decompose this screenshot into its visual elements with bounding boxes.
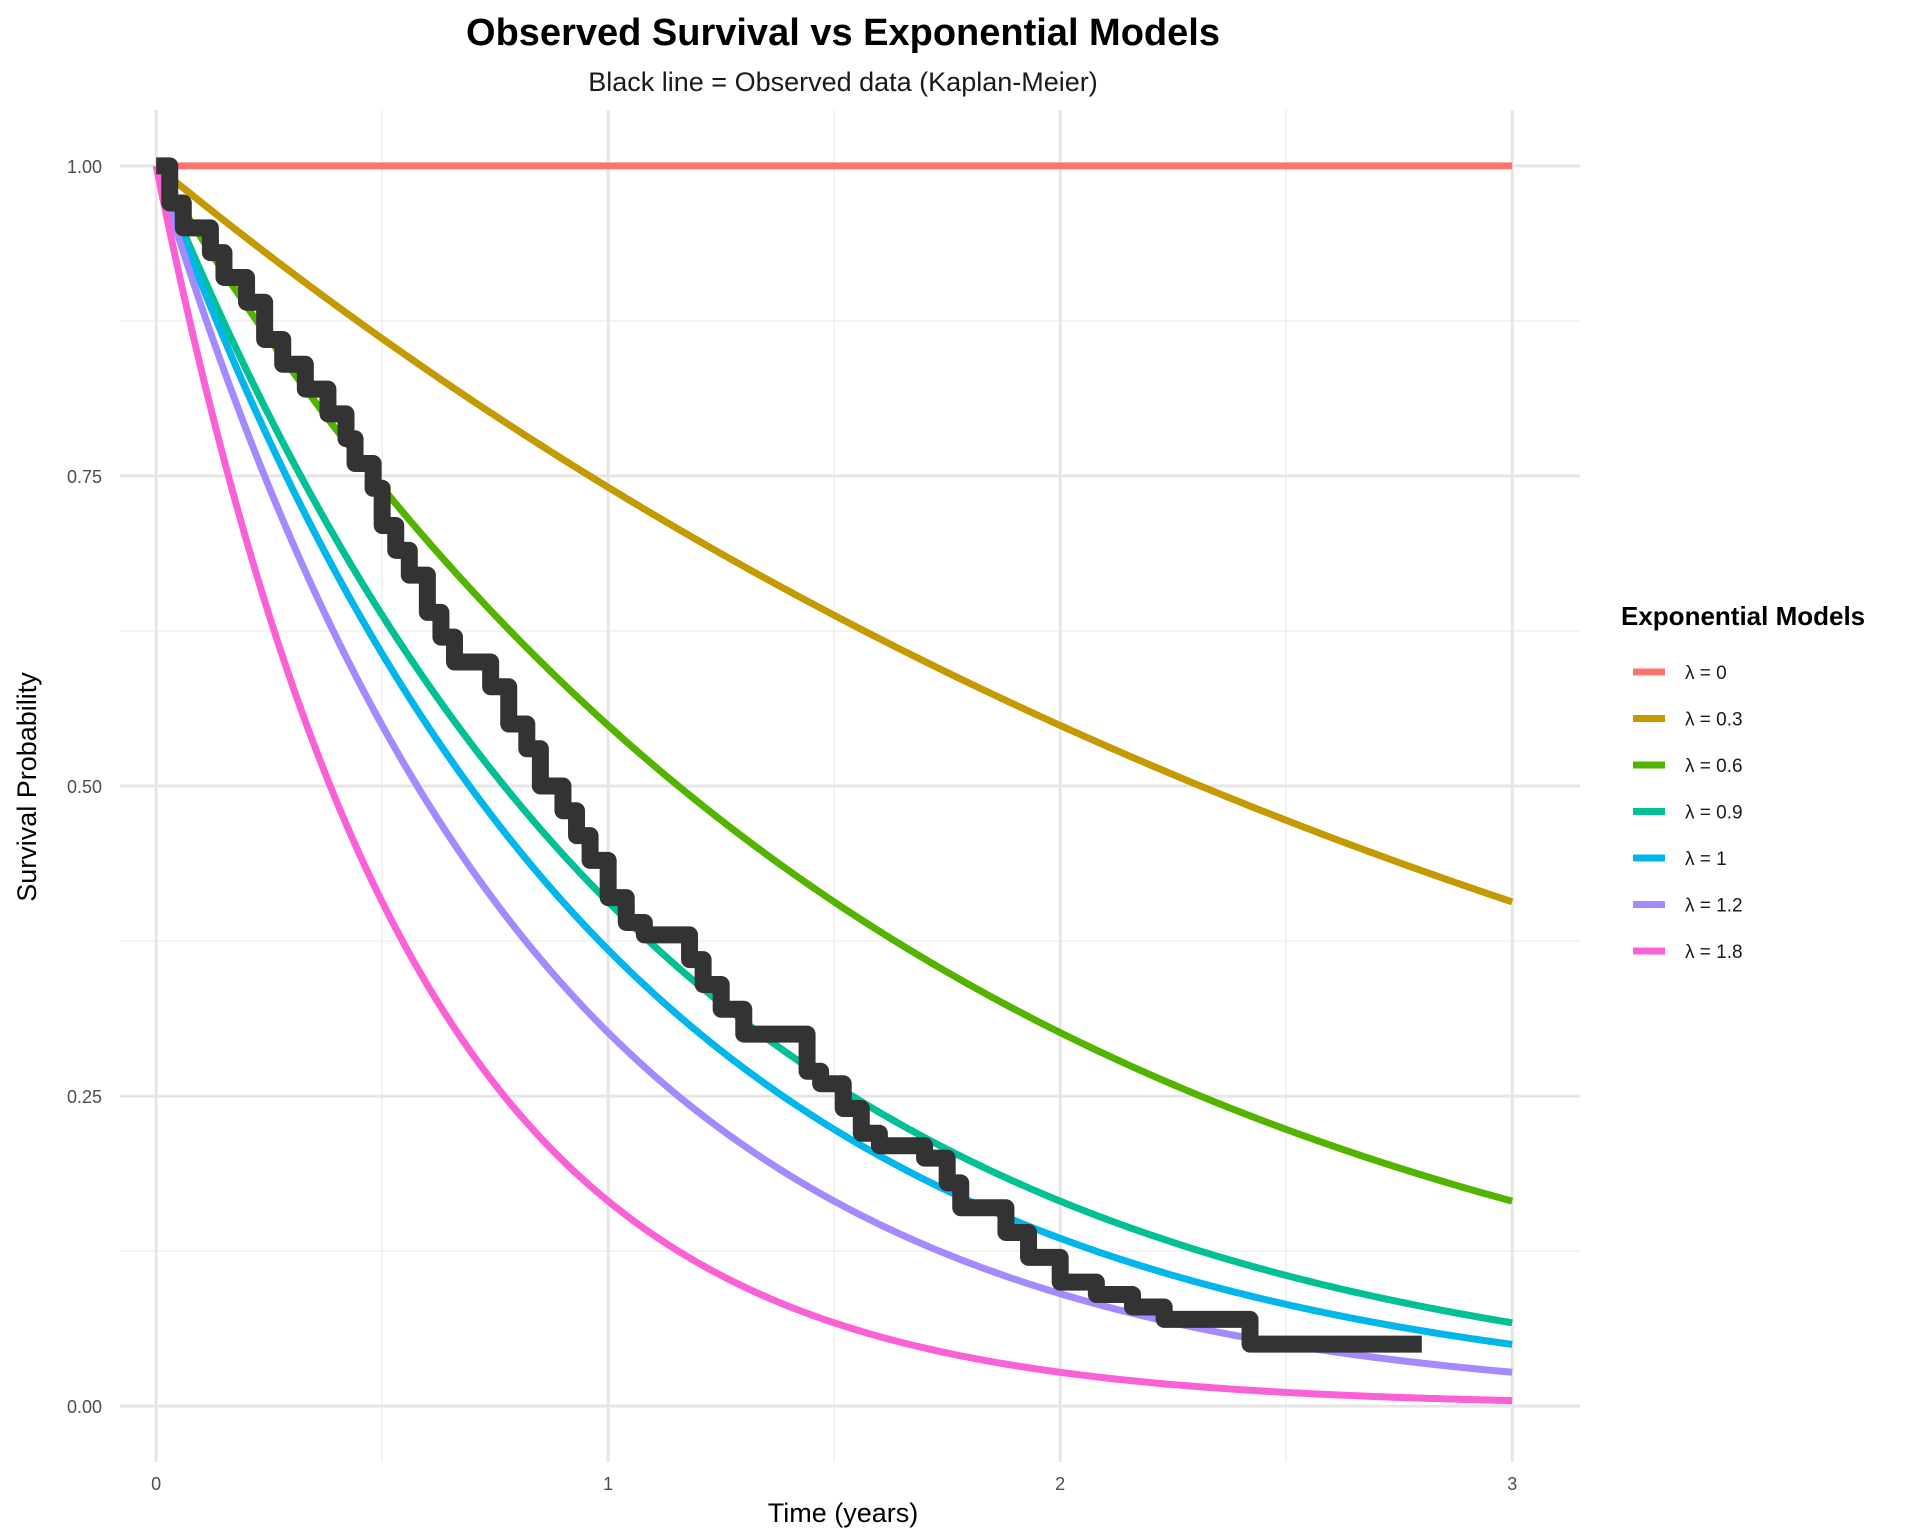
- chart-subtitle: Black line = Observed data (Kaplan-Meier…: [588, 67, 1098, 97]
- y-tick-label: 0.75: [67, 467, 102, 487]
- y-axis-title: Survival Probability: [12, 672, 42, 902]
- observed-km-line: [156, 157, 1422, 1353]
- y-tick-label: 0.25: [67, 1087, 102, 1107]
- series-line: [152, 164, 1513, 1348]
- series-line: [152, 165, 1513, 1405]
- y-axis-ticks: 0.00 0.25 0.50 0.75 1.00: [67, 157, 102, 1417]
- y-tick-label: 0.00: [67, 1397, 102, 1417]
- series-lines: [152, 157, 1514, 1405]
- x-axis-title: Time (years): [768, 1498, 919, 1528]
- legend-title: Exponential Models: [1621, 601, 1865, 631]
- legend-label: λ = 0: [1685, 663, 1727, 684]
- x-tick-label: 3: [1507, 1474, 1517, 1494]
- series-line: [153, 163, 1514, 906]
- legend: Exponential Models λ = 0 λ = 0.3 λ = 0.6 λ …: [1621, 601, 1865, 963]
- legend-label: λ = 0.3: [1685, 710, 1743, 731]
- legend-label: λ = 1.2: [1685, 896, 1743, 917]
- legend-label: λ = 0.6: [1685, 756, 1743, 777]
- grid: [120, 110, 1580, 1462]
- x-tick-label: 1: [603, 1474, 613, 1494]
- chart-title: Observed Survival vs Exponential Models: [466, 12, 1220, 54]
- legend-label: λ = 1: [1685, 849, 1727, 870]
- legend-label: λ = 0.9: [1685, 803, 1743, 824]
- x-tick-label: 0: [151, 1474, 161, 1494]
- x-axis-ticks: 0 1 2 3: [151, 1474, 1517, 1494]
- x-tick-label: 2: [1055, 1474, 1065, 1494]
- y-tick-label: 1.00: [67, 157, 102, 177]
- legend-label: λ = 1.8: [1685, 942, 1743, 963]
- y-tick-label: 0.50: [67, 777, 102, 797]
